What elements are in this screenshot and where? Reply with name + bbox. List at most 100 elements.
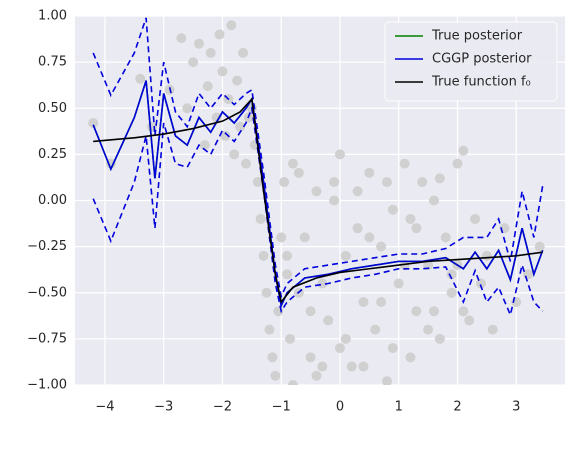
x-tick-label: −2 [213,400,232,415]
scatter-point [329,195,340,206]
scatter-point [220,130,231,141]
scatter-point [252,177,263,188]
x-tick-label: 3 [512,400,520,415]
scatter-point [285,333,296,344]
scatter-point [238,47,249,58]
scatter-point [267,352,278,363]
scatter-point [261,287,272,298]
scatter-point [299,232,310,243]
scatter-point [255,213,266,224]
x-tick-label: 1 [395,400,403,415]
scatter-point [226,20,237,31]
scatter-point [287,380,298,385]
scatter-point [188,57,199,68]
legend-box [384,21,558,102]
scatter-point [352,223,363,234]
legend-label: CGGP posterior [432,52,532,67]
y-tick-label: −0.25 [27,239,67,254]
scatter-point [381,177,392,188]
scatter-point [282,250,293,261]
scatter-point [399,158,410,169]
scatter-point [293,167,304,178]
scatter-point [405,213,416,224]
y-tick-label: −0.75 [27,331,67,346]
y-tick-label: 0.75 [38,55,67,70]
scatter-point [446,269,457,280]
scatter-point [311,186,322,197]
scatter-point [279,177,290,188]
scatter-point [458,145,469,156]
legend-label: True posterior [431,29,523,44]
scatter-point [458,306,469,317]
scatter-point [305,306,316,317]
scatter-point [211,112,222,123]
scatter-point [182,103,193,114]
scatter-point [387,204,398,215]
scatter-point [381,376,392,385]
scatter-point [464,315,475,326]
scatter-point [481,250,492,261]
legend: True posterior CGGP posterior True functio… [384,21,558,102]
y-tick-label: 0.50 [38,101,67,116]
scatter-point [423,324,434,335]
legend-label: True function f₀ [431,75,531,90]
scatter-point [340,333,351,344]
scatter-point [364,167,375,178]
grid [75,15,565,386]
y-tick-label: 1.00 [38,9,67,24]
scatter-point [232,75,243,86]
scatter-point [264,324,275,335]
scatter-point [276,232,287,243]
scatter-point [370,324,381,335]
scatter-point [405,352,416,363]
scatter-point [287,158,298,169]
scatter-point [305,352,316,363]
scatter-point [329,177,340,188]
scatter-point [346,361,357,372]
x-tick-label: −4 [95,400,114,415]
scatter-point [317,278,328,289]
scatter-point [452,158,463,169]
scatter-point [235,121,246,132]
scatter-point [364,232,375,243]
scatter-point [202,81,213,92]
scatter-point [229,149,240,160]
scatter-point [446,287,457,298]
scatter-point [270,370,281,381]
scatter-point [411,306,422,317]
scatter-point [376,241,387,252]
scatter-point [434,333,445,344]
scatter-point [193,38,204,49]
scatter-point [217,66,228,77]
marks [88,17,545,385]
scatter-point [487,324,498,335]
series-line [93,97,543,304]
series-line [92,105,544,318]
scatter-point [470,213,481,224]
scatter-point [440,232,451,243]
scatter-point [282,269,293,280]
x-tick-label: −1 [272,400,291,415]
scatter-point [358,361,369,372]
y-tick-label: −1.00 [27,378,67,393]
scatter-point [387,343,398,354]
scatter-point [334,149,345,160]
scatter-point [317,361,328,372]
scatter-point [258,250,269,261]
scatter-point [334,343,345,354]
scatter-point [205,47,216,58]
scatter-point [434,173,445,184]
scatter-point [393,278,404,289]
scatter-point [135,73,146,84]
x-tick-label: 2 [453,400,461,415]
scatter-point [176,33,187,44]
scatter-point [423,260,434,271]
scatter-point [340,250,351,261]
scatter-point [358,296,369,307]
scatter-point [88,118,99,129]
scatter-point [214,29,225,40]
y-tick-label: 0.25 [38,147,67,162]
scatter-point [352,186,363,197]
scatter-point [417,177,428,188]
